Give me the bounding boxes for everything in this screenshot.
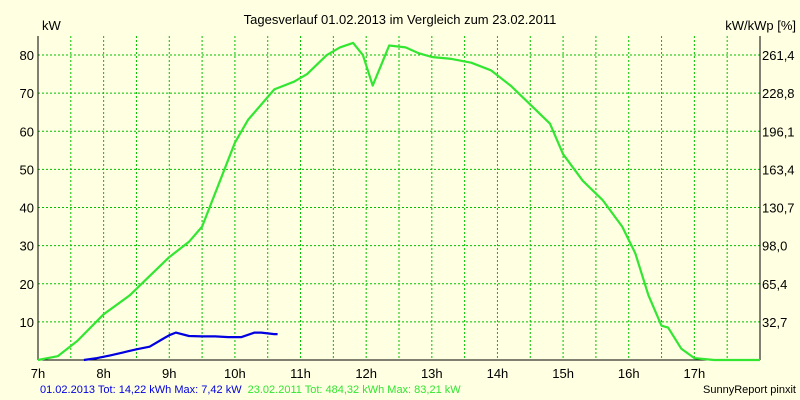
y-tick-label-right: 65,4 (762, 277, 787, 292)
series-line-2011 (37, 41, 760, 362)
x-tick-label: 9h (162, 366, 176, 381)
series-line-2013 (83, 331, 278, 362)
x-tick-label: 17h (684, 366, 706, 381)
axes (37, 36, 761, 361)
grid (37, 36, 761, 360)
y-tick-label-left: 40 (20, 201, 34, 216)
footer-credit: SunnyReport pinxit (703, 384, 796, 396)
y-tick-label-left: 20 (20, 277, 34, 292)
tick-labels: 10 32,7 20 65,4 30 98,0 40 130,7 50 163,4 60 196,1 7… (20, 48, 795, 381)
x-tick-label: 14h (487, 366, 509, 381)
y-tick-label-right: 261,4 (762, 48, 795, 63)
legend-series-2011: 23.02.2011 Tot: 484,32 kWh Max: 83,21 kW (248, 384, 462, 396)
x-tick-label: 15h (552, 366, 574, 381)
y-tick-label-left: 70 (20, 86, 34, 101)
x-tick-label: 10h (224, 366, 246, 381)
y-tick-label-right: 228,8 (762, 86, 795, 101)
x-tick-label: 13h (421, 366, 443, 381)
y-tick-label-right: 130,7 (762, 201, 795, 216)
y-axis-label-right: kW/kWp [%] (725, 18, 796, 33)
legend-series-2013: 01.02.2013 Tot: 14,22 kWh Max: 7,42 kW (40, 384, 242, 396)
y-tick-label-left: 80 (20, 48, 34, 63)
x-tick-label: 16h (618, 366, 640, 381)
x-tick-label: 7h (31, 366, 45, 381)
y-tick-label-left: 60 (20, 124, 34, 139)
y-tick-label-right: 196,1 (762, 124, 795, 139)
y-tick-label-left: 10 (20, 315, 34, 330)
series-lines (37, 41, 760, 362)
y-tick-label-right: 163,4 (762, 162, 795, 177)
x-tick-label: 12h (355, 366, 377, 381)
x-tick-label: 8h (96, 366, 110, 381)
legend: 01.02.2013 Tot: 14,22 kWh Max: 7,42 kW 2… (40, 384, 461, 396)
y-tick-label-left: 30 (20, 239, 34, 254)
y-tick-label-right: 32,7 (762, 315, 787, 330)
x-tick-label: 11h (290, 366, 311, 381)
chart-title: Tagesverlauf 01.02.2013 im Vergleich zum… (244, 12, 557, 27)
y-tick-label-right: 98,0 (762, 239, 787, 254)
y-tick-label-left: 50 (20, 162, 34, 177)
y-axis-label-left: kW (42, 18, 62, 33)
